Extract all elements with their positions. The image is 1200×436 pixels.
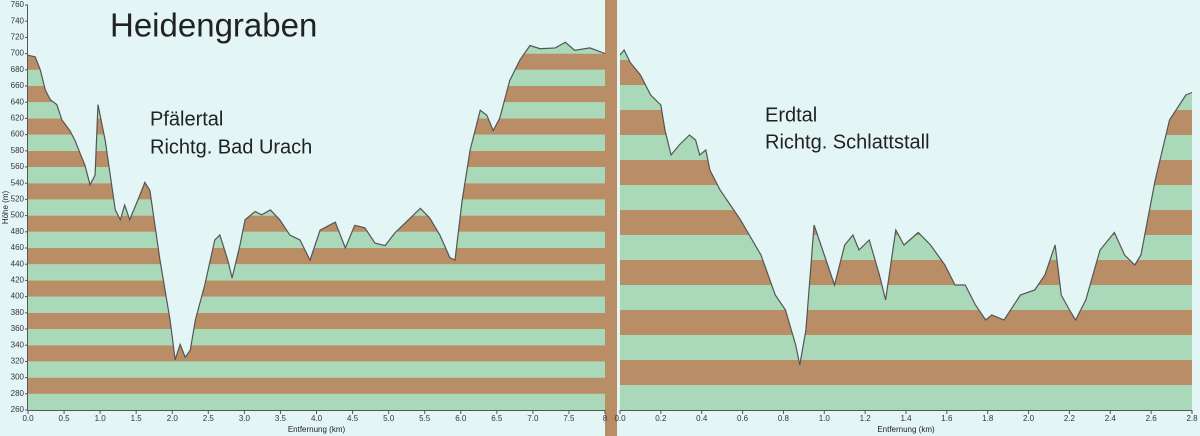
- x-tick-label: 0.0: [614, 414, 626, 423]
- x-tick-label: 2.4: [1105, 414, 1117, 423]
- x-tick-label: 1.8: [982, 414, 994, 423]
- x-tick-label: 1.0: [95, 414, 107, 423]
- stripe: [28, 329, 605, 346]
- y-tick-label: 540: [11, 178, 25, 187]
- x-tick-label: 5.0: [383, 414, 395, 423]
- x-tick-label: 1.4: [900, 414, 912, 423]
- y-tick-label: 520: [11, 195, 25, 204]
- x-tick-label: 0.6: [737, 414, 749, 423]
- chart-title: Heidengraben: [110, 7, 317, 44]
- x-tick-label: 0.8: [778, 414, 790, 423]
- y-tick-label: 560: [11, 162, 25, 171]
- stripe: [28, 280, 605, 297]
- divider: [605, 0, 617, 436]
- stripe: [620, 310, 1192, 335]
- y-tick-label: 700: [11, 49, 25, 58]
- y-tick-label: 660: [11, 81, 25, 90]
- stripe: [28, 393, 605, 410]
- y-tick-label: 480: [11, 227, 25, 236]
- x-tick-label: 3.0: [239, 414, 251, 423]
- y-tick-label: 260: [11, 405, 25, 414]
- stripe: [620, 285, 1192, 310]
- x-tick-label: 1.5: [131, 414, 143, 423]
- x-tick-label: 2.5: [203, 414, 215, 423]
- y-tick-label: 280: [11, 389, 25, 398]
- y-tick-label: 320: [11, 357, 25, 366]
- x-tick-label: 3.5: [275, 414, 287, 423]
- x-tick-label: 6.0: [455, 414, 467, 423]
- stripe: [28, 264, 605, 281]
- x-tick-label: 2.6: [1146, 414, 1158, 423]
- x-tick-label: 2.8: [1186, 414, 1198, 423]
- y-tick-label: 380: [11, 308, 25, 317]
- stripe: [620, 260, 1192, 285]
- stripe: [28, 361, 605, 378]
- x-tick-label: 1.6: [941, 414, 953, 423]
- x-tick-label: 0.0: [22, 414, 34, 423]
- x-tick-label: 6.5: [491, 414, 503, 423]
- x-tick-label: 2.0: [1023, 414, 1035, 423]
- y-tick-label: 740: [11, 16, 25, 25]
- annotation: Richtg. Bad Urach: [150, 136, 312, 158]
- stripe: [620, 385, 1192, 410]
- y-tick-label: 600: [11, 130, 25, 139]
- profile-line: [27, 41, 606, 360]
- stripe: [28, 312, 605, 329]
- stripe: [620, 335, 1192, 360]
- annotation: Erdtal: [765, 104, 817, 126]
- x-tick-label: 1.2: [860, 414, 872, 423]
- x-tick-label: 7.5: [563, 414, 575, 423]
- y-axis-label: Höhe (m): [1, 190, 10, 224]
- y-tick-label: 460: [11, 243, 25, 252]
- y-tick-label: 420: [11, 276, 25, 285]
- profile-line: [619, 48, 1193, 366]
- x-tick-label: 0.5: [59, 414, 71, 423]
- x-tick-label: 0.4: [696, 414, 708, 423]
- x-tick-label: 7.0: [527, 414, 539, 423]
- x-tick-label: 5.5: [419, 414, 431, 423]
- y-tick-label: 580: [11, 146, 25, 155]
- y-tick-label: 400: [11, 292, 25, 301]
- y-tick-label: 300: [11, 373, 25, 382]
- stripe: [28, 377, 605, 394]
- x-tick-label: 8: [603, 414, 608, 423]
- annotation: Richtg. Schlattstall: [765, 131, 930, 153]
- y-tick-label: 360: [11, 324, 25, 333]
- y-tick-label: 500: [11, 211, 25, 220]
- x-axis-label: Entfernung (km): [288, 425, 346, 434]
- y-tick-label: 640: [11, 97, 25, 106]
- x-tick-label: 4.0: [311, 414, 323, 423]
- x-tick-label: 1.0: [819, 414, 831, 423]
- y-tick-label: 760: [11, 0, 25, 9]
- y-tick-label: 680: [11, 65, 25, 74]
- x-axis-label: Entfernung (km): [877, 425, 935, 434]
- stripe: [620, 360, 1192, 385]
- x-tick-label: 2.2: [1064, 414, 1076, 423]
- y-tick-label: 440: [11, 259, 25, 268]
- x-tick-label: 2.0: [167, 414, 179, 423]
- stripe: [28, 345, 605, 362]
- stripe: [28, 248, 605, 265]
- y-tick-label: 720: [11, 33, 25, 42]
- y-tick-label: 340: [11, 340, 25, 349]
- stripe: [28, 296, 605, 313]
- annotation: Pfälertal: [150, 108, 223, 130]
- x-tick-label: 0.2: [655, 414, 667, 423]
- x-tick-label: 4.5: [347, 414, 359, 423]
- y-tick-label: 620: [11, 114, 25, 123]
